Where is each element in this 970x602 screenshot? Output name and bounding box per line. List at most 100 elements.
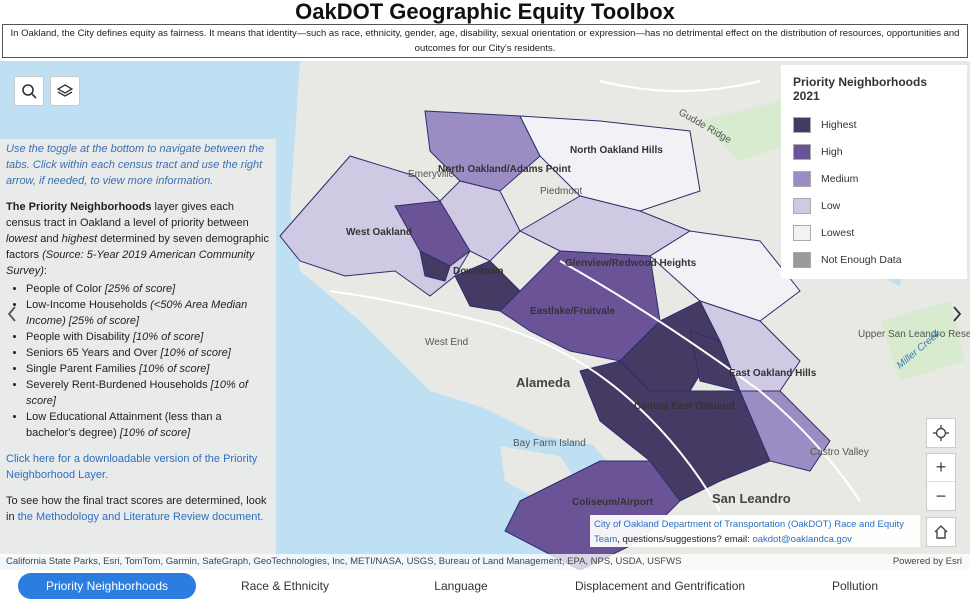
download-link[interactable]: Click here for a downloadable version of… xyxy=(6,453,258,481)
factor-name: Low-Income Households xyxy=(26,299,151,311)
legend: Priority Neighborhoods 2021 Highest High… xyxy=(781,65,967,279)
layers-button[interactable] xyxy=(50,76,80,106)
tab-priority-neighborhoods[interactable]: Priority Neighborhoods xyxy=(18,573,196,599)
search-icon xyxy=(22,84,37,99)
factor-name: Severely Rent-Burdened Households xyxy=(26,379,211,391)
legend-swatch xyxy=(793,170,811,187)
zoom-in-button[interactable]: + xyxy=(927,454,955,482)
label-alameda: Alameda xyxy=(516,375,571,390)
factor-name: People with Disability xyxy=(26,331,133,343)
map-view[interactable]: North Oakland Hills North Oakland/Adams … xyxy=(0,61,970,570)
label-castro-valley: Castro Valley xyxy=(810,447,869,458)
layer-name: The Priority Neighborhoods xyxy=(6,201,152,213)
label-central-east: Central East Oakland xyxy=(634,401,735,412)
highest-term: highest xyxy=(61,233,98,245)
search-button[interactable] xyxy=(14,76,44,106)
legend-item: Low xyxy=(793,192,955,219)
factor-name: People of Color xyxy=(26,283,105,295)
desc-part: and xyxy=(37,233,62,245)
list-item: Low-Income Households (<50% Area Median … xyxy=(26,297,270,329)
map-attribution: California State Parks, Esri, TomTom, Ga… xyxy=(0,554,970,570)
legend-label: Low xyxy=(821,199,841,212)
zoom-controls: + − xyxy=(926,453,956,511)
label-downtown: Downtown xyxy=(453,266,504,277)
org-link[interactable]: City of Oakland Department of Transporta… xyxy=(594,519,904,545)
list-item: People with Disability [10% of score] xyxy=(26,329,270,345)
legend-label: Medium xyxy=(821,172,859,185)
method-intro: To see how the final tract scores are de… xyxy=(6,495,267,523)
label-west-oakland: West Oakland xyxy=(346,227,412,238)
label-upper-san-leandro: Upper San Leandro Reservoir xyxy=(858,329,970,340)
legend-swatch xyxy=(793,251,811,268)
label-san-leandro: San Leandro xyxy=(712,491,791,506)
legend-item: Medium xyxy=(793,165,955,192)
label-emeryville: Emeryville xyxy=(408,169,455,180)
zoom-out-button[interactable]: − xyxy=(927,482,955,510)
label-eastlake: Eastlake/Fruitvale xyxy=(530,306,615,317)
legend-item: Lowest xyxy=(793,219,955,246)
panel-instructions: Use the toggle at the bottom to navigate… xyxy=(6,143,265,187)
next-arrow[interactable] xyxy=(949,304,965,324)
legend-label: Lowest xyxy=(821,226,855,239)
label-coliseum: Coliseum/Airport xyxy=(572,497,654,508)
label-west-end: West End xyxy=(425,337,468,348)
factor-weight: [10% of score] xyxy=(133,331,204,343)
chevron-right-icon xyxy=(953,306,962,322)
factor-weight: [25% of score] xyxy=(104,283,176,295)
factor-weight: (<50% Area Median Income) [25% of score] xyxy=(26,299,248,327)
legend-swatch xyxy=(793,224,811,241)
legend-label: High xyxy=(821,145,843,158)
list-item: Single Parent Families [10% of score] xyxy=(26,361,270,377)
legend-label: Highest xyxy=(821,118,857,131)
layers-icon xyxy=(57,84,73,97)
desc-part: determined by seven demographic factors xyxy=(6,233,269,261)
equity-definition: In Oakland, the City defines equity as f… xyxy=(2,24,968,58)
home-button[interactable] xyxy=(926,517,956,547)
label-east-oakland-hills: East Oakland Hills xyxy=(729,368,817,379)
lowest-term: lowest xyxy=(6,233,38,245)
methodology-link[interactable]: the Methodology and Literature Review do… xyxy=(17,511,264,523)
factor-weight: [10% of score] xyxy=(160,347,231,359)
page-title: OakDOT Geographic Equity Toolbox xyxy=(295,0,675,24)
spacer xyxy=(6,441,270,451)
panel-description: The Priority Neighborhoods layer gives e… xyxy=(6,199,270,279)
email-link[interactable]: oakdot@oaklandca.gov xyxy=(752,534,852,545)
data-source: (Source: 5-Year 2019 American Community … xyxy=(6,249,255,277)
prev-arrow[interactable] xyxy=(4,304,20,324)
label-piedmont: Piedmont xyxy=(540,186,582,197)
methodology-text: To see how the final tract scores are de… xyxy=(6,493,270,525)
tab-displacement[interactable]: Displacement and Gentrification xyxy=(574,579,746,593)
legend-label: Not Enough Data xyxy=(821,253,902,266)
legend-swatch xyxy=(793,116,811,133)
spacer xyxy=(6,483,270,493)
legend-item: Not Enough Data xyxy=(793,246,955,273)
attribution-text: California State Parks, Esri, TomTom, Ga… xyxy=(6,556,682,567)
legend-title: Priority Neighborhoods 2021 xyxy=(793,75,928,103)
tab-language[interactable]: Language xyxy=(434,579,488,593)
tab-pollution[interactable]: Pollution xyxy=(831,579,879,593)
factor-name: Single Parent Families xyxy=(26,363,140,375)
label-north-oakland-adams: North Oakland/Adams Point xyxy=(438,164,571,175)
minus-icon: − xyxy=(935,485,947,506)
factor-name: Seniors 65 Years and Over xyxy=(26,347,161,359)
chevron-left-icon xyxy=(7,306,16,322)
powered-by-esri[interactable]: Powered by Esri xyxy=(892,556,962,567)
list-item: Severely Rent-Burdened Households [10% o… xyxy=(26,377,270,409)
factor-weight: [10% of score] xyxy=(26,379,248,407)
legend-swatch xyxy=(793,143,811,160)
list-item: People of Color [25% of score] xyxy=(26,281,270,297)
factor-weight: [10% of score] xyxy=(119,427,191,439)
locate-button[interactable] xyxy=(926,418,956,448)
tract-layer xyxy=(279,110,831,570)
factor-list: People of Color [25% of score] Low-Incom… xyxy=(26,281,270,441)
contact-text: , questions/suggestions? email: xyxy=(617,534,753,545)
tab-bar: Priority Neighborhoods Race & Ethnicity … xyxy=(0,570,970,602)
desc-part: layer gives each census tract in Oakland… xyxy=(6,201,249,229)
desc-part: : xyxy=(43,265,47,277)
tab-race-ethnicity[interactable]: Race & Ethnicity xyxy=(240,579,330,593)
info-panel: Use the toggle at the bottom to navigate… xyxy=(0,139,276,557)
legend-item: Highest xyxy=(793,111,955,138)
contact-box: City of Oakland Department of Transporta… xyxy=(590,515,920,547)
list-item: Low Educational Attainment (less than a … xyxy=(26,409,270,441)
